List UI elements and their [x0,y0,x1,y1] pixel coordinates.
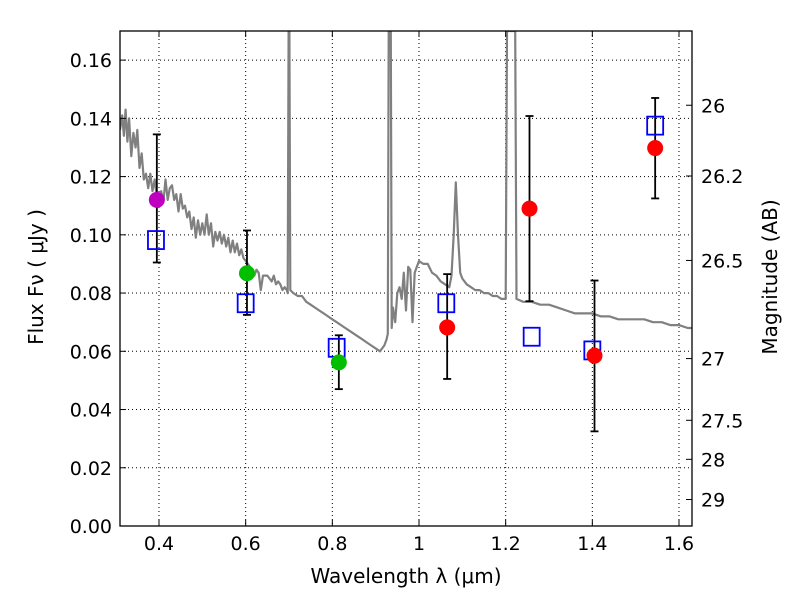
y-tick-label: 0.16 [70,50,112,72]
model-square-marker [522,326,541,347]
x-tick-label: 0.4 [144,533,174,555]
sed-model-curve [120,31,692,353]
observed-flux-point [439,319,456,336]
x-tick-label: 1 [413,533,425,555]
right-magnitude-tick-label: 27 [701,349,725,371]
y-axis-label: Flux Fν ( μJy ) [24,209,48,345]
y-axis-right-label: Magnitude (AB) [758,199,782,354]
right-magnitude-tick-label: 26 [701,95,725,117]
model-square-marker [437,293,456,314]
x-axis-label: Wavelength λ (μm) [310,564,501,588]
right-magnitude-tick-label: 26.2 [701,166,743,188]
right-magnitude-tick-label: 27.5 [701,410,743,432]
model-square-marker [147,230,165,250]
y-tick-label: 0.12 [70,167,112,189]
observed-flux-point [148,191,165,208]
observed-flux-point [330,354,347,371]
observed-flux-point [647,140,664,157]
right-magnitude-tick-label: 28 [701,449,725,471]
y-tick-label: 0.10 [70,225,112,247]
x-tick-label: 0.6 [231,533,261,555]
x-tick-label: 1.2 [491,533,521,555]
x-tick-label: 0.8 [317,533,347,555]
model-square-marker [236,293,255,314]
plot-area-frame [119,30,693,527]
y-tick-label: 0.06 [70,341,112,363]
observed-flux-point [586,347,603,364]
right-magnitude-tick-label: 29 [701,490,725,512]
observed-flux-point [238,265,255,282]
y-tick-label: 0.02 [70,458,112,480]
right-magnitude-tick-label: 26.5 [701,250,743,272]
model-square-marker [327,337,346,358]
observed-flux-point [521,200,538,217]
y-tick-label: 0.04 [70,400,112,422]
model-square-marker [646,115,665,136]
x-tick-label: 1.4 [577,533,607,555]
y-tick-label: 0.08 [70,283,112,305]
y-tick-label: 0.14 [70,108,112,130]
x-tick-label: 1.6 [664,533,694,555]
y-tick-label: 0.00 [70,516,112,538]
